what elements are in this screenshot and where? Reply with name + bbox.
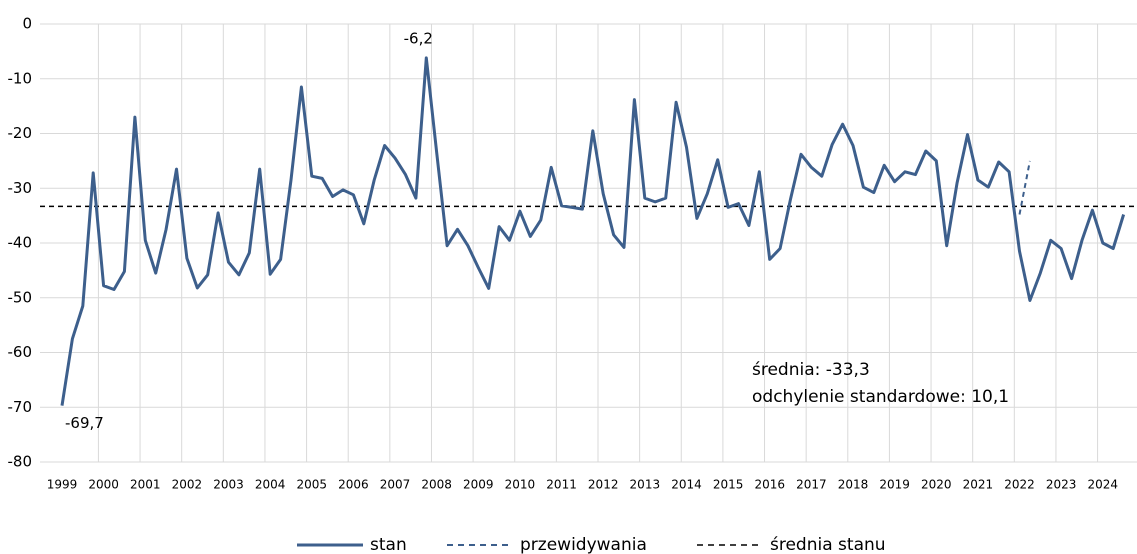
- x-tick-label: 2002: [172, 478, 203, 492]
- y-tick-label: -20: [8, 124, 33, 142]
- x-tick-label: 2023: [1046, 478, 1077, 492]
- y-tick-label: -40: [8, 234, 33, 252]
- x-tick-label: 2013: [630, 478, 661, 492]
- x-tick-label: 2011: [546, 478, 577, 492]
- y-tick-label: -80: [8, 453, 33, 471]
- x-tick-label: 2000: [88, 478, 119, 492]
- y-tick-label: -30: [8, 179, 33, 197]
- x-tick-label: 2012: [588, 478, 619, 492]
- series-line: [1018, 160, 1031, 215]
- y-tick-label: -10: [8, 69, 33, 87]
- data-label: -6,2: [404, 29, 433, 47]
- annotation: odchylenie standardowe: 10,1: [752, 387, 1009, 407]
- x-tick-label: 2010: [505, 478, 536, 492]
- y-tick-label: -60: [8, 343, 33, 361]
- x-tick-label: 2018: [838, 478, 869, 492]
- x-tick-label: 2016: [754, 478, 785, 492]
- y-tick-label: 0: [22, 15, 32, 33]
- x-tick-label: 2014: [671, 478, 702, 492]
- x-tick-label: 2020: [921, 478, 952, 492]
- x-tick-label: 2024: [1088, 478, 1119, 492]
- x-tick-label: 2001: [130, 478, 161, 492]
- x-tick-label: 2021: [963, 478, 994, 492]
- x-tick-label: 2007: [380, 478, 411, 492]
- legend-label: przewidywania: [520, 535, 647, 554]
- x-tick-label: 2004: [255, 478, 286, 492]
- x-tick-label: 2015: [713, 478, 744, 492]
- annotation: średnia: -33,3: [752, 360, 870, 380]
- x-tick-label: 2017: [796, 478, 827, 492]
- y-tick-label: -70: [8, 398, 33, 416]
- series-line: [60, 56, 1126, 406]
- x-tick-label: 2003: [213, 478, 244, 492]
- legend-label: średnia stanu: [770, 535, 886, 554]
- legend-label: stan: [370, 535, 407, 554]
- x-tick-label: 2009: [463, 478, 494, 492]
- x-tick-label: 2006: [338, 478, 369, 492]
- x-tick-label: 2019: [879, 478, 910, 492]
- x-tick-label: 2005: [297, 478, 328, 492]
- x-tick-label: 2022: [1004, 478, 1035, 492]
- y-tick-label: -50: [8, 288, 33, 306]
- data-label: -69,7: [65, 414, 104, 432]
- x-tick-label: 1999: [47, 478, 78, 492]
- x-tick-label: 2008: [421, 478, 452, 492]
